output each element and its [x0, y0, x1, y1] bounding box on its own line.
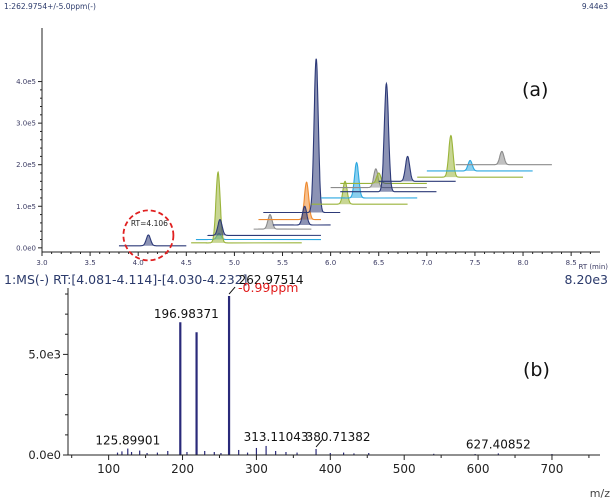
x-tick-label: 8.5 [566, 259, 577, 267]
peak-fill [258, 214, 282, 230]
trace-line [455, 150, 552, 166]
peak-fill [206, 172, 230, 243]
y-tick-label: 2.0e5 [16, 161, 36, 169]
chromatogram-trace [417, 134, 524, 178]
y-tick-label: 4.0e5 [16, 78, 36, 86]
trace-line [206, 219, 322, 236]
chromatogram-trace [191, 170, 302, 244]
peak-fill [439, 135, 463, 178]
y-tick-label: 1.0e5 [16, 203, 36, 211]
peak-fill [345, 162, 369, 198]
chromatogram-trace [253, 214, 312, 230]
chromatogram-chart: 0.0e0 1.0e5 2.0e5 3.0e5 4.0e5 3.0 3.5 4.0 4.5 5.0… [16, 28, 608, 271]
peak-fill [396, 156, 420, 182]
x-tick-label: 6.5 [373, 259, 384, 267]
trace-line [378, 155, 456, 182]
chromatogram-trace [321, 161, 418, 199]
panel-a-header-left: 1:262.9754+/-5.0ppm(-) [4, 2, 96, 11]
peak-label: 380.71382 [306, 430, 371, 444]
chromatogram-trace [340, 81, 437, 193]
x-tick-label: 300 [245, 462, 268, 476]
x-tick-label: 100 [97, 462, 120, 476]
x-tick-label: 6.0 [325, 259, 336, 267]
peak-label: 627.40852 [466, 437, 531, 451]
trace-line [311, 180, 408, 205]
peak-label: 196.98371 [154, 307, 219, 321]
peak-fill [295, 182, 319, 220]
trace-line [258, 181, 322, 221]
trace-line [253, 214, 312, 230]
highlight-circle [122, 209, 175, 262]
x-tick-label: 4.0 [133, 259, 144, 267]
ppm-leader [228, 286, 236, 295]
peak-fill [136, 235, 160, 246]
chromatogram-trace [378, 155, 456, 182]
peak-fill [304, 58, 328, 213]
peak-label: 313.11043 [244, 430, 309, 444]
x-tick-label: 5.5 [277, 259, 288, 267]
chromatogram-trace [426, 159, 533, 172]
panel-a-header-right: 9.44e3 [581, 2, 608, 11]
x-axis-label: RT (min) [578, 263, 608, 271]
x-tick-label: 500 [393, 462, 416, 476]
chromatogram-trace [263, 58, 341, 214]
chromatogram-trace [311, 180, 408, 205]
x-tick-label: 3.5 [85, 259, 96, 267]
y-tick-label: 5.0e3 [28, 347, 61, 361]
peak-fill [293, 206, 317, 225]
trace-line [426, 159, 533, 172]
peak-fill [490, 151, 514, 165]
peak-fill [458, 160, 482, 171]
x-tick-label: 700 [541, 462, 564, 476]
peak-label: 262.97514 [239, 273, 304, 287]
x-tick-label: 7.0 [421, 259, 432, 267]
x-tick-label: 7.5 [469, 259, 480, 267]
rt-annotation: RT=4.106 [131, 219, 168, 228]
y-tick-label: 0.0e0 [28, 448, 61, 462]
x-tick-label: 4.5 [181, 259, 192, 267]
panel-label-b: (b) [523, 359, 550, 381]
ppm-annotation: -0.99ppm [238, 280, 298, 295]
panel-label-a: (a) [522, 79, 548, 101]
chromatogram-trace [206, 219, 322, 236]
trace-line [417, 134, 524, 178]
chromatogram-trace [455, 150, 552, 166]
x-tick-label: 8.0 [517, 259, 528, 267]
trace-line [118, 234, 187, 247]
trace-line [340, 81, 437, 193]
panel-b-header-left: 1:MS(-) RT:[4.081-4.114]-[4.030-4.232] [4, 272, 248, 287]
chromatogram-trace [118, 234, 187, 247]
y-tick-label: 0.0e0 [16, 244, 36, 252]
peak-fill [208, 219, 232, 236]
chromatogram-trace [258, 181, 322, 221]
trace-line [272, 205, 331, 226]
x-tick-label: 3.0 [36, 259, 47, 267]
peak-fill [333, 181, 357, 205]
chromatogram-trace [272, 205, 331, 226]
x-axis-label: m/z [590, 487, 610, 499]
y-tick-label: 3.0e5 [16, 120, 36, 128]
peak-fill [367, 173, 391, 184]
panel-b-header-right: 8.20e3 [564, 272, 608, 287]
x-tick-label: 600 [467, 462, 490, 476]
x-tick-label: 400 [319, 462, 342, 476]
trace-line [321, 161, 418, 199]
peak-fill [374, 83, 398, 192]
label-leader [315, 439, 323, 448]
trace-line [263, 58, 341, 214]
x-tick-label: 200 [171, 462, 194, 476]
trace-line [191, 170, 302, 244]
x-tick-label: 5.0 [229, 259, 240, 267]
peak-label: 125.89901 [95, 434, 160, 448]
